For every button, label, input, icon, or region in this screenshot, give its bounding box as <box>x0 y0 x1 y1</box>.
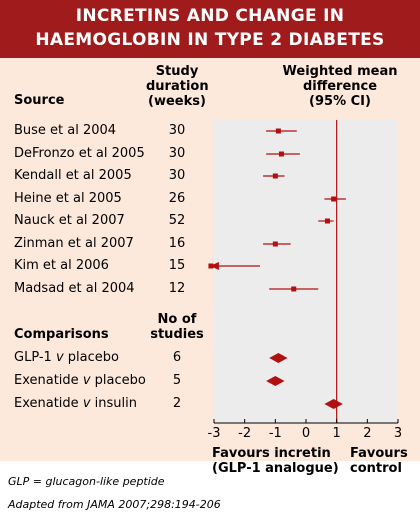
wmd-header-line-1: Weighted mean <box>282 64 398 79</box>
comparison-label-part: placebo <box>90 373 146 388</box>
favours-control-line-2: control <box>350 461 402 476</box>
comparison-label: GLP-1 v placebo <box>14 350 119 365</box>
point-estimate <box>275 128 281 134</box>
point-estimate <box>208 263 214 269</box>
study-label: DeFronzo et al 2005 <box>14 146 145 161</box>
source-note: Adapted from JAMA 2007;298:194-206 <box>8 498 221 511</box>
plot-area <box>214 120 398 423</box>
study-duration: 30 <box>168 123 186 138</box>
comparison-label-part: v <box>82 373 91 388</box>
n-studies-header-line-2: studies <box>150 327 204 342</box>
favours-control-label: Favours control <box>350 446 408 476</box>
x-tick-label: -3 <box>208 426 221 441</box>
title-line-2: HAEMOGLOBIN IN TYPE 2 DIABETES <box>35 30 385 50</box>
comparison-label-part: Exenatide <box>14 373 83 388</box>
comparison-n-studies: 2 <box>172 396 182 411</box>
x-tick-label: 1 <box>333 426 341 441</box>
duration-header-line-3: (weeks) <box>148 94 206 109</box>
study-label: Kim et al 2006 <box>14 258 109 273</box>
study-duration: 16 <box>168 236 186 251</box>
x-tick-label: 0 <box>302 426 310 441</box>
study-duration: 15 <box>168 258 186 273</box>
pooled-estimate-diamond <box>269 353 288 363</box>
wmd-header: Weighted mean difference (95% CI) <box>270 64 410 109</box>
study-label: Nauck et al 2007 <box>14 213 125 228</box>
x-tick-label: 2 <box>363 426 371 441</box>
n-studies-header: No of studies <box>146 312 208 342</box>
x-tick-label: -1 <box>269 426 282 441</box>
duration-header-line-1: Study <box>155 64 199 79</box>
study-duration: 52 <box>168 213 186 228</box>
comparison-label: Exenatide v insulin <box>14 396 137 411</box>
study-duration: 12 <box>168 281 186 296</box>
pooled-estimate-diamond <box>324 399 343 409</box>
study-label: Madsad et al 2004 <box>14 281 135 296</box>
footnote: GLP = glucagon-like peptide <box>8 475 165 488</box>
comparison-label-part: v <box>55 350 64 365</box>
source-header: Source <box>14 93 65 108</box>
point-estimate <box>272 241 278 247</box>
duration-header: Study duration (weeks) <box>146 64 209 109</box>
point-estimate <box>324 218 330 224</box>
point-estimate <box>278 151 284 157</box>
comparison-n-studies: 5 <box>172 373 182 388</box>
point-estimate <box>331 196 337 202</box>
wmd-header-line-3: (95% CI) <box>309 94 371 109</box>
study-label: Heine et al 2005 <box>14 191 122 206</box>
title-line-1: INCRETINS AND CHANGE IN <box>75 6 345 26</box>
study-duration: 26 <box>168 191 186 206</box>
duration-header-line-2: duration <box>146 79 209 94</box>
pooled-estimate-diamond <box>266 376 285 386</box>
arrow-left-icon <box>209 262 219 270</box>
study-duration: 30 <box>168 146 186 161</box>
point-estimate <box>291 286 297 292</box>
favours-incretin-line-2: (GLP-1 analogue) <box>212 461 339 476</box>
title-banner: INCRETINS AND CHANGE IN HAEMOGLOBIN IN T… <box>0 0 420 58</box>
comparison-label-part: insulin <box>90 396 137 411</box>
point-estimate <box>272 173 278 179</box>
favours-incretin-label: Favours incretin (GLP-1 analogue) <box>212 446 339 476</box>
x-tick-label: 3 <box>394 426 402 441</box>
study-label: Buse et al 2004 <box>14 123 117 138</box>
favours-control-line-1: Favours <box>350 446 408 461</box>
comparison-label-part: placebo <box>63 350 119 365</box>
wmd-header-line-2: difference <box>302 79 378 94</box>
comparison-label: Exenatide v placebo <box>14 373 146 388</box>
favours-incretin-line-1: Favours incretin <box>212 446 331 461</box>
n-studies-header-line-1: No of <box>157 312 197 327</box>
comparison-n-studies: 6 <box>172 350 182 365</box>
study-label: Kendall et al 2005 <box>14 168 132 183</box>
comparison-label-part: GLP-1 <box>14 350 56 365</box>
study-label: Zinman et al 2007 <box>14 236 134 251</box>
comparisons-header: Comparisons <box>14 327 109 342</box>
comparison-label-part: Exenatide <box>14 396 83 411</box>
comparison-label-part: v <box>82 396 91 411</box>
study-duration: 30 <box>168 168 186 183</box>
x-tick-label: -2 <box>238 426 251 441</box>
